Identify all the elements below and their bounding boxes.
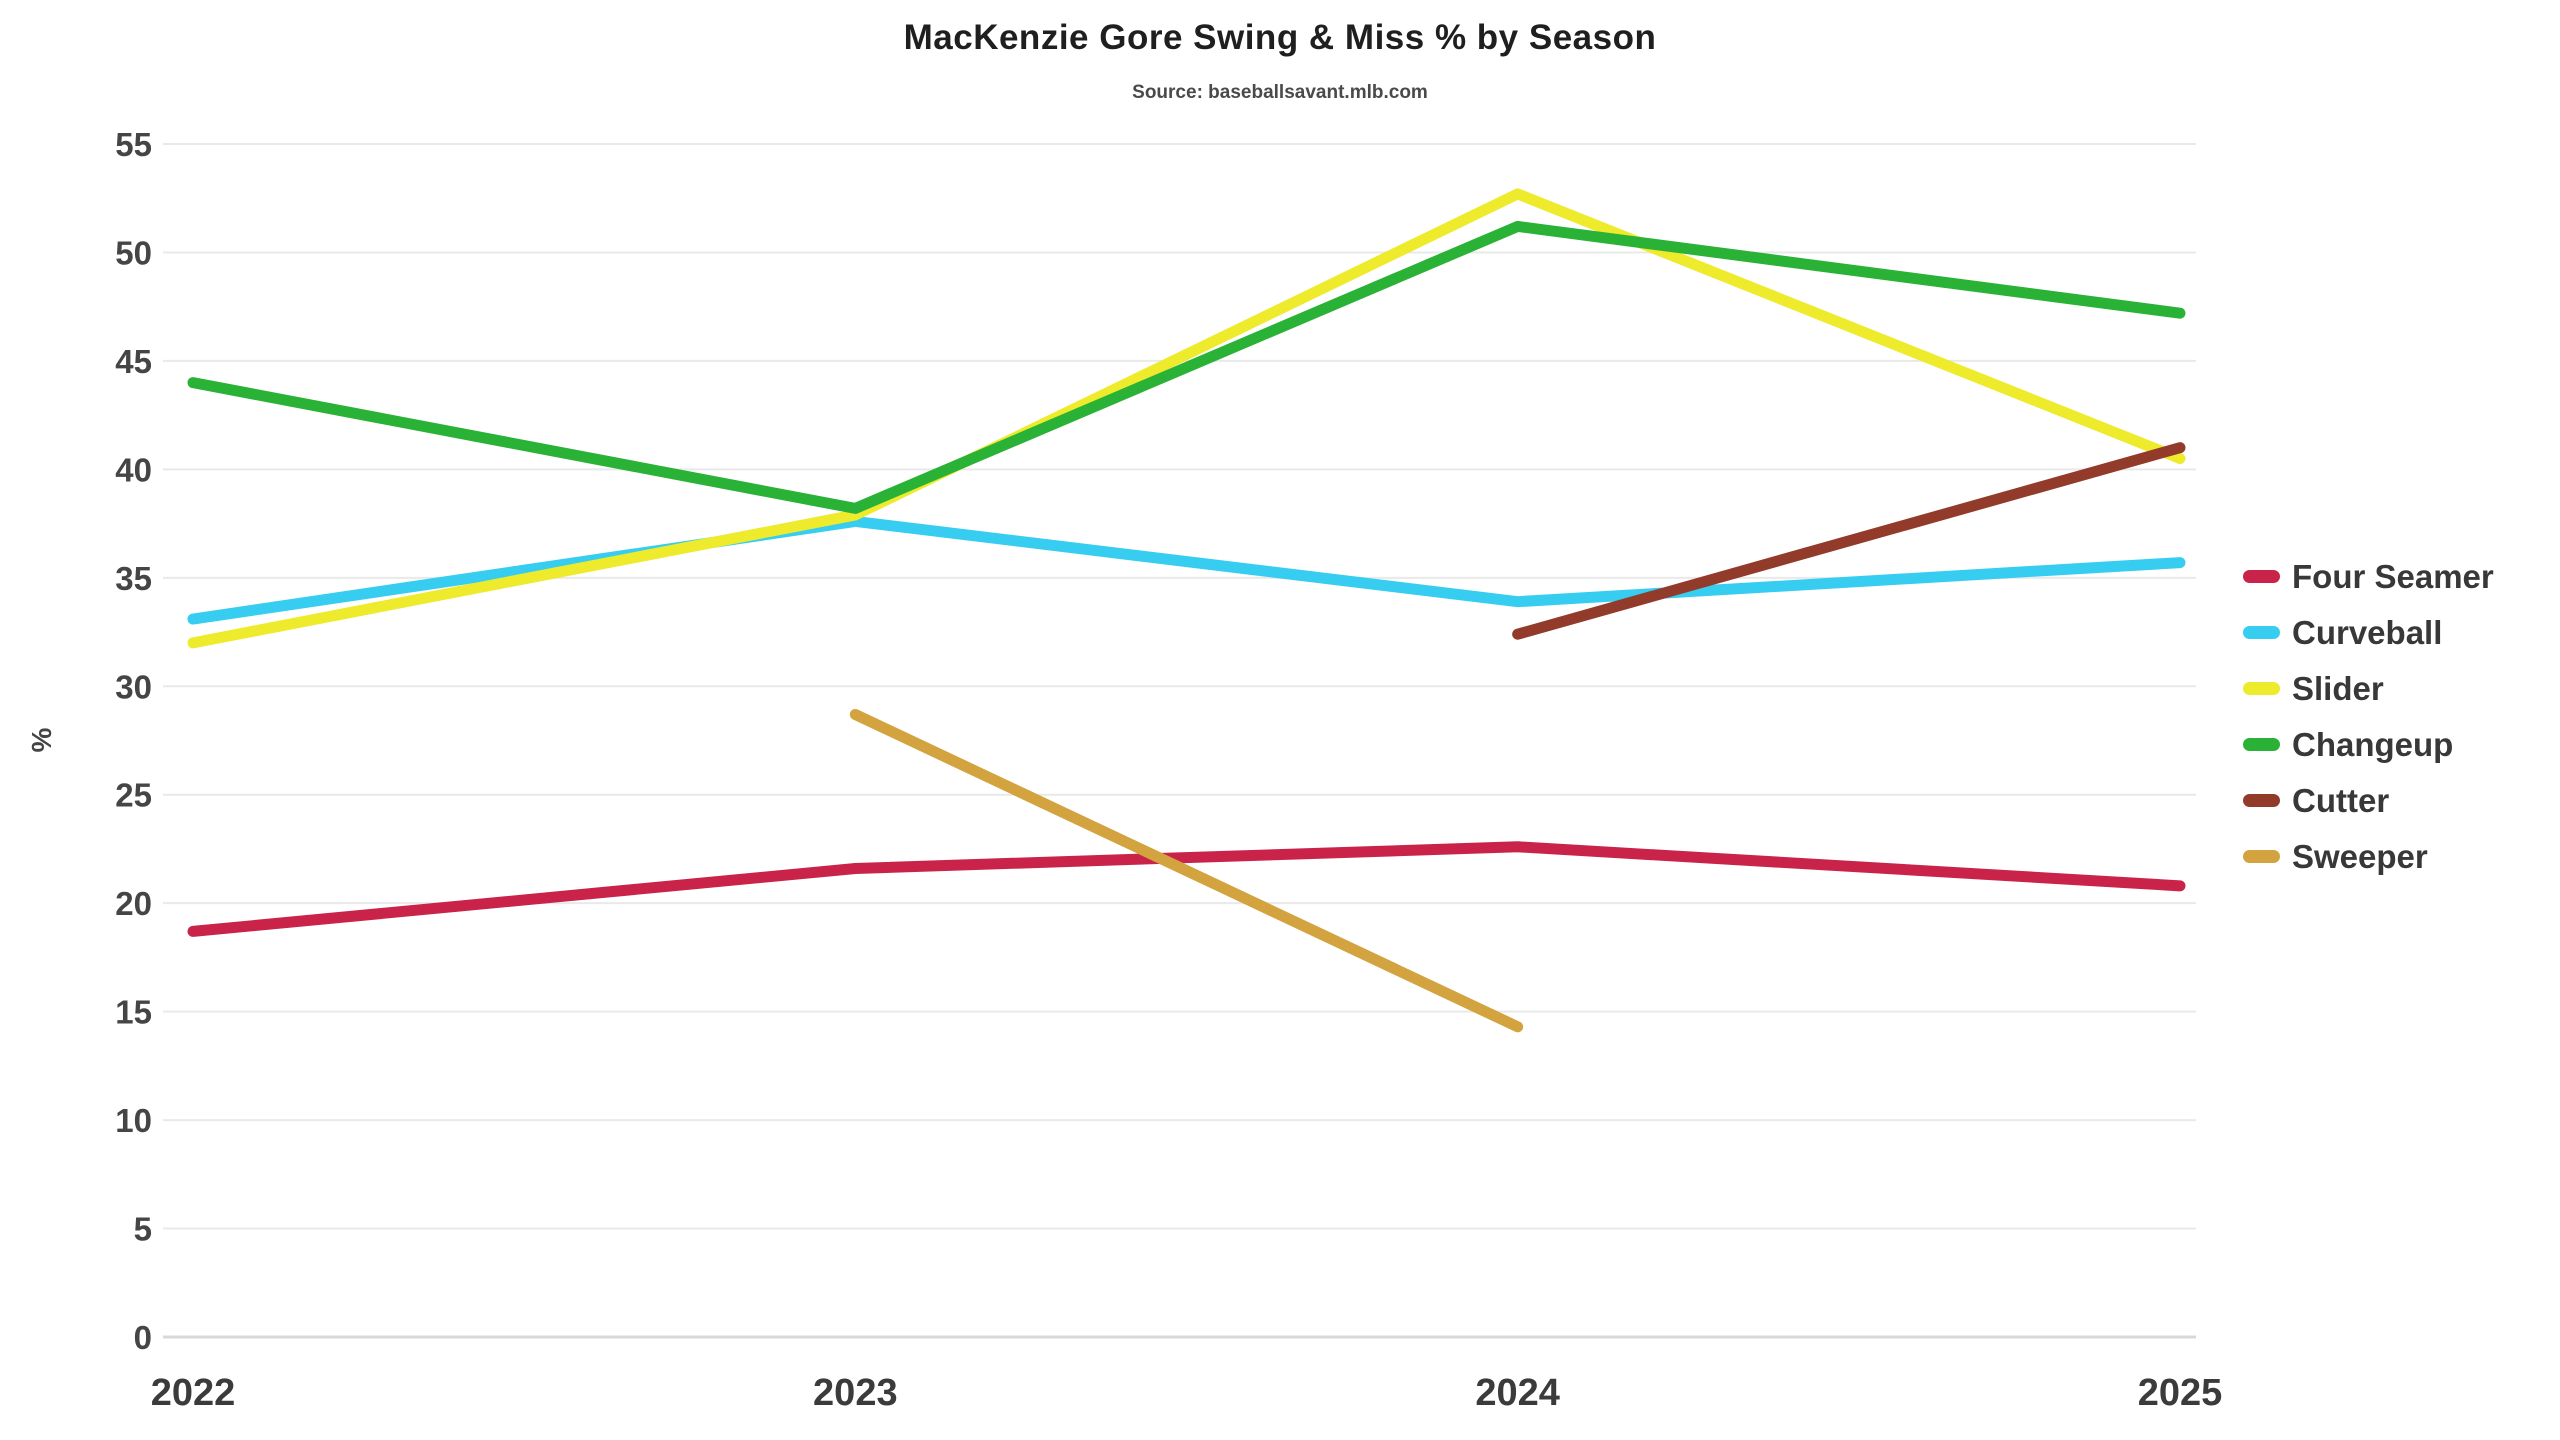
series-line-changeup — [187, 220, 2186, 514]
y-tick-label: 45 — [115, 343, 152, 380]
series-line-four-seamer — [187, 841, 2186, 937]
y-tick-label: 0 — [134, 1319, 152, 1356]
cutter-swatch-icon — [2243, 794, 2280, 807]
x-tick-label: 2023 — [813, 1372, 898, 1414]
sweeper-swatch-icon — [2243, 850, 2280, 863]
x-tick-label: 2024 — [1475, 1372, 1560, 1414]
y-tick-label: 30 — [115, 668, 152, 705]
legend-label: Curveball — [2292, 614, 2443, 651]
legend-item-sweeper: Sweeper — [2243, 836, 2494, 877]
y-tick-label: 55 — [115, 126, 152, 163]
x-tick-label: 2025 — [2138, 1372, 2223, 1414]
legend-item-four-seamer: Four Seamer — [2243, 556, 2494, 597]
y-tick-label: 50 — [115, 234, 152, 271]
y-tick-label: 10 — [115, 1102, 152, 1139]
curveball-swatch-icon — [2243, 626, 2280, 639]
y-tick-label: 40 — [115, 451, 152, 488]
series-line-slider — [187, 188, 2186, 649]
slider-swatch-icon — [2243, 682, 2280, 695]
y-tick-label: 20 — [115, 885, 152, 922]
legend-label: Changeup — [2292, 726, 2454, 763]
y-tick-label: 25 — [115, 777, 152, 814]
legend-label: Four Seamer — [2292, 558, 2494, 595]
series-line-sweeper — [849, 708, 1524, 1033]
legend-item-cutter: Cutter — [2243, 780, 2494, 821]
legend-item-changeup: Changeup — [2243, 724, 2494, 765]
y-tick-label: 35 — [115, 560, 152, 597]
chart-subtitle: Source: baseballsavant.mlb.com — [1132, 82, 1428, 103]
changeup-swatch-icon — [2243, 738, 2280, 751]
legend-item-slider: Slider — [2243, 668, 2494, 709]
legend-label: Sweeper — [2292, 838, 2428, 875]
y-tick-label: 5 — [134, 1211, 152, 1248]
legend-label: Slider — [2292, 670, 2384, 707]
legend-item-curveball: Curveball — [2243, 612, 2494, 653]
four-seamer-swatch-icon — [2243, 570, 2280, 583]
series-line-cutter — [1512, 442, 2186, 640]
legend: Four Seamer Curveball Slider Changeup Cu… — [2243, 556, 2494, 877]
series-line-curveball — [187, 515, 2186, 625]
chart-title: MacKenzie Gore Swing & Miss % by Season — [903, 18, 1657, 57]
y-tick-label: 15 — [115, 994, 152, 1031]
x-tick-label: 2022 — [151, 1372, 236, 1414]
legend-label: Cutter — [2292, 782, 2390, 819]
